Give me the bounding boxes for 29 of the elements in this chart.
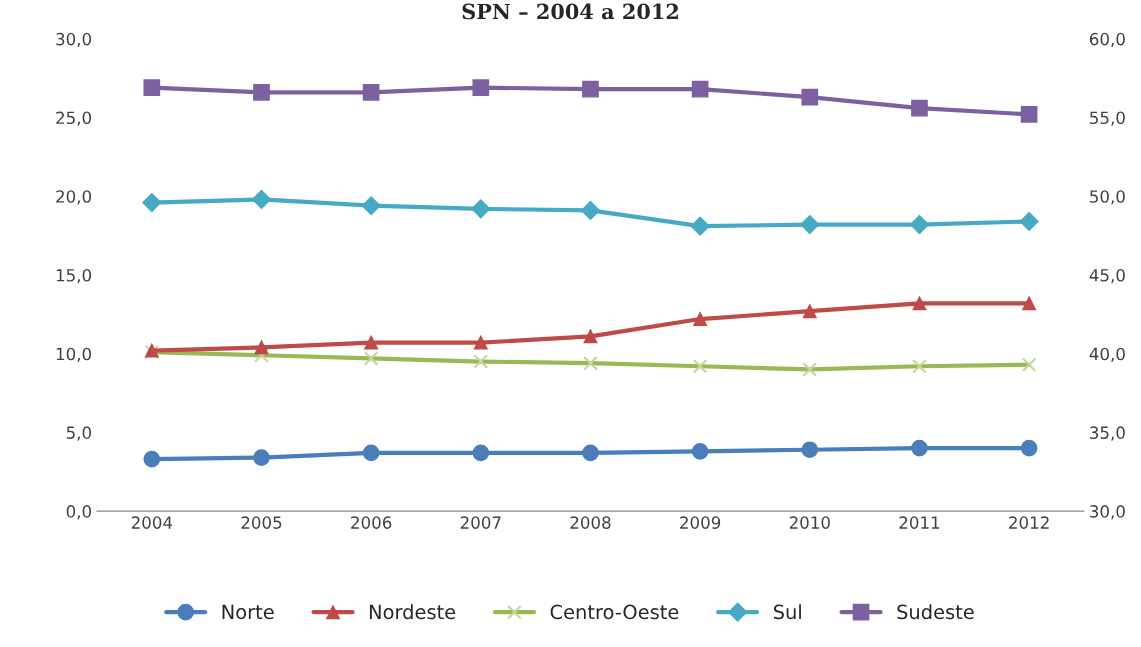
x-tick-label: 2005 xyxy=(241,516,282,529)
x-tick-label: 2011 xyxy=(899,516,940,529)
y-tick-label: 20,0 xyxy=(56,190,92,205)
y2-tick-label: 50,0 xyxy=(1090,190,1125,205)
y-tick-label: 0,0 xyxy=(66,505,92,520)
chart-title: SPN – 2004 a 2012 xyxy=(462,3,678,20)
x-tick-label: 2009 xyxy=(680,516,721,529)
y-tick-label: 10,0 xyxy=(56,347,92,362)
legend-label: Sul xyxy=(773,604,801,620)
y-tick-label: 25,0 xyxy=(56,111,92,126)
x-tick-label: 2008 xyxy=(570,516,611,529)
y2-tick-label: 60,0 xyxy=(1089,32,1125,48)
y-tick-label: 30,0 xyxy=(56,32,92,48)
legend-label: Norte xyxy=(222,604,274,620)
x-tick-label: 2012 xyxy=(1009,516,1049,529)
legend-label: Sudeste xyxy=(897,604,974,620)
legend-label: Nordeste xyxy=(369,604,456,620)
y-tick-label: 15,0 xyxy=(56,268,92,284)
y2-tick-label: 55,0 xyxy=(1090,111,1125,126)
y2-tick-label: 45,0 xyxy=(1089,268,1125,284)
y2-tick-label: 35,0 xyxy=(1090,426,1125,441)
x-tick-label: 2004 xyxy=(131,516,173,529)
x-tick-label: 2007 xyxy=(460,516,501,529)
y2-tick-label: 30,0 xyxy=(1090,505,1125,520)
legend-label: Centro-Oeste xyxy=(550,604,679,620)
x-tick-label: 2010 xyxy=(789,516,830,529)
y-tick-label: 5,0 xyxy=(66,426,92,441)
x-tick-label: 2006 xyxy=(351,516,392,529)
y2-tick-label: 40,0 xyxy=(1089,347,1125,362)
